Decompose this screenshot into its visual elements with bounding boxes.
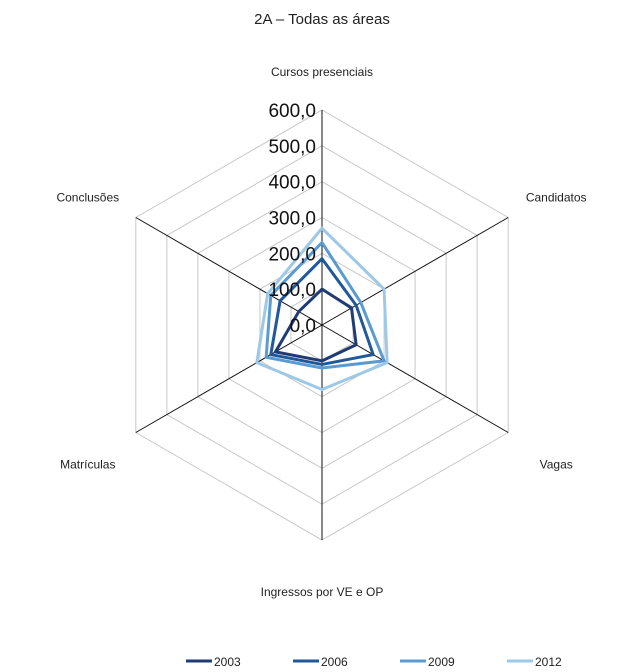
tick-label: 100,0: [268, 280, 316, 301]
axis-label: Vagas: [540, 458, 573, 472]
axis-label: Ingressos por VE e OP: [261, 585, 384, 599]
tick-label: 0,0: [290, 316, 316, 337]
series-line-2003: [273, 287, 358, 363]
series-line-2006: [269, 257, 375, 366]
axis-spoke: [135, 217, 323, 326]
legend: 2003 2006 2009 2012: [186, 655, 562, 669]
radar-tick-labels: 0,0 100,0 200,0 300,0 400,0 500,0 600,0: [268, 101, 316, 337]
radar-axis-labels: Cursos presenciais Candidatos Vagas Ingress…: [56, 65, 586, 599]
legend-label-2006: 2006: [321, 655, 348, 669]
tick-label: 200,0: [268, 244, 316, 265]
legend-label-2003: 2003: [214, 655, 241, 669]
radar-spokes: [135, 110, 509, 540]
series-line-2012: [255, 226, 389, 391]
axis-spoke: [135, 324, 323, 433]
chart-title: 2A – Todas as áreas: [254, 11, 390, 28]
axis-spoke: [321, 217, 509, 326]
series-line-2009: [264, 241, 386, 370]
radar-series: [255, 226, 389, 391]
tick-label: 400,0: [268, 173, 316, 194]
axis-label: Matrículas: [60, 458, 115, 472]
legend-label-2009: 2009: [428, 655, 455, 669]
axis-label: Conclusões: [56, 191, 119, 205]
tick-label: 300,0: [268, 209, 316, 230]
axis-spoke: [321, 324, 509, 433]
tick-label: 600,0: [268, 101, 316, 122]
axis-label: Candidatos: [526, 191, 587, 205]
legend-label-2012: 2012: [535, 655, 562, 669]
axis-label: Cursos presenciais: [271, 65, 373, 79]
tick-label: 500,0: [268, 137, 316, 158]
